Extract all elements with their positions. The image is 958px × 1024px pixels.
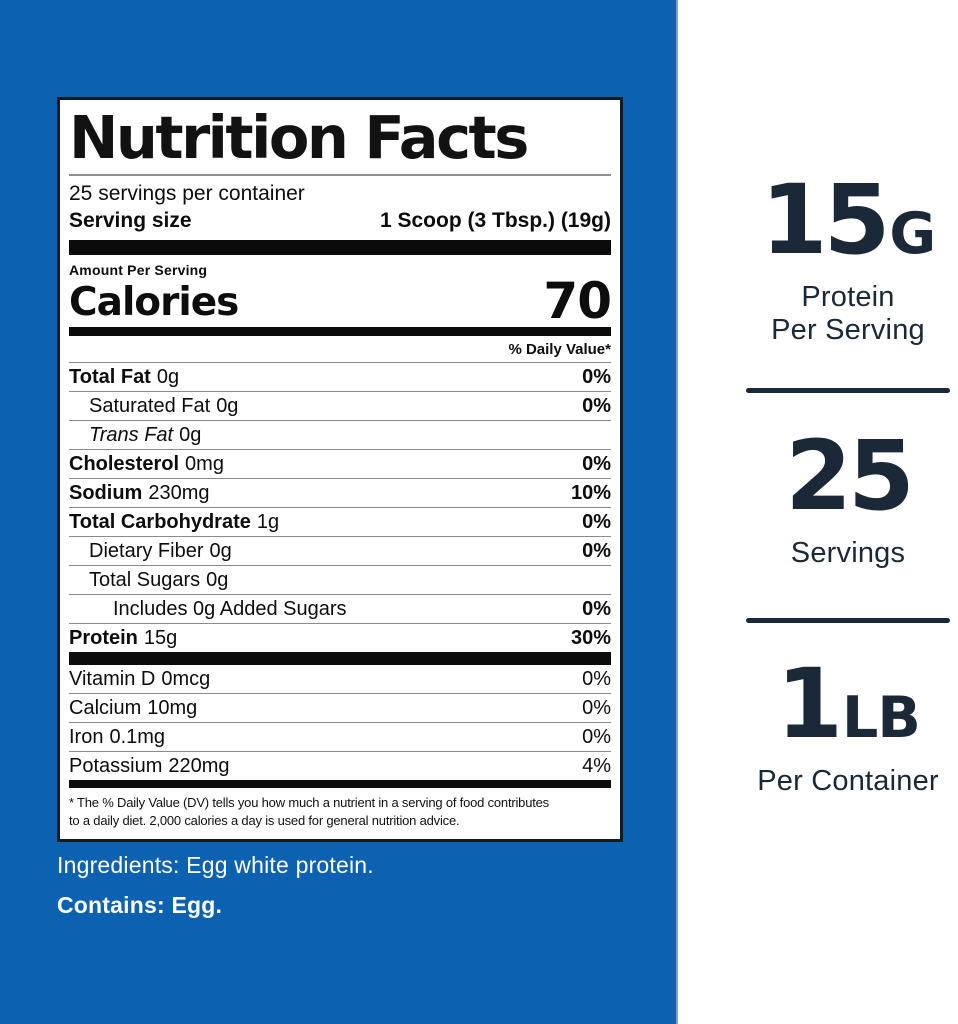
calories-row: Calories 70 — [69, 272, 612, 331]
weight-value: 1 — [776, 648, 843, 760]
servings-badge: 25 Servings — [738, 428, 958, 570]
nutrient-row-total-carbohydrate: Total Carbohydrate 1g 0% — [69, 508, 611, 538]
nutrient-row-protein: Protein 15g 30% — [69, 624, 611, 652]
badge-caption-line: Protein — [801, 281, 895, 313]
nutrient-name: Saturated Fat — [89, 395, 211, 418]
badge-divider — [746, 388, 950, 393]
daily-value-footnote: * The % Daily Value (DV) tells you how m… — [69, 788, 611, 829]
nutrient-row-total-fat: Total Fat 0g 0% — [69, 363, 611, 393]
nutrient-row-total-sugars: Total Sugars 0g — [69, 566, 611, 596]
thick-divider-bar — [69, 652, 611, 666]
nutrient-amount: 0g — [156, 366, 180, 389]
blue-background-region: Nutrition Facts 25 servings per containe… — [0, 0, 678, 1024]
nutrient-dv: 0% — [582, 395, 611, 418]
vitamin-name: Calcium — [69, 697, 142, 720]
vitamin-dv: 4% — [582, 755, 611, 778]
protein-per-serving-badge: 15 G Protein Per Serving — [738, 172, 958, 348]
servings-count-value: 25 — [785, 420, 915, 532]
badge-caption-line: Per Serving — [771, 314, 925, 347]
amount-per-serving-label: Amount Per Serving — [69, 262, 208, 279]
nutrient-row-added-sugars: Includes 0g Added Sugars 0% — [69, 595, 611, 625]
nutrient-amount: 0g — [216, 395, 239, 418]
nutrient-row-trans-fat: Trans Fat 0g — [69, 421, 611, 451]
vitamin-row-potassium: Potassium 220mg 4% — [69, 752, 611, 780]
weight-per-container-badge: 1 LB Per Container — [738, 656, 958, 798]
vitamin-amount: 0mcg — [161, 668, 211, 691]
badge-caption-line: Per Container — [757, 765, 939, 797]
ingredients-text: Ingredients: Egg white protein. — [57, 851, 374, 878]
weight-unit: LB — [842, 685, 921, 751]
nutrient-name: Total Carbohydrate — [69, 511, 251, 534]
badge-caption: Servings — [738, 537, 958, 570]
vitamin-dv: 0% — [582, 668, 611, 691]
nutrient-dv: 0% — [582, 598, 611, 621]
footnote-line: * The % Daily Value (DV) tells you how m… — [69, 795, 549, 811]
vitamin-name: Iron — [69, 726, 104, 749]
nutrient-name: Total Fat — [69, 366, 151, 389]
badge-number-row: 15 G — [738, 172, 958, 268]
nutrient-row-dietary-fiber: Dietary Fiber 0g 0% — [69, 537, 611, 567]
vitamin-dv: 0% — [582, 726, 611, 749]
nutrient-row-sodium: Sodium 230mg 10% — [69, 479, 611, 509]
nutrient-dv: 0% — [582, 540, 611, 563]
nutrient-dv: 0% — [582, 511, 611, 534]
nutrient-name: Total Sugars — [89, 569, 201, 592]
label-title: Nutrition Facts — [69, 106, 611, 177]
badge-caption: Per Container — [738, 765, 958, 798]
footnote-line: to a daily diet. 2,000 calories a day is… — [69, 812, 460, 828]
vitamin-amount: 0.1mg — [109, 726, 166, 749]
nutrient-dv: 10% — [570, 482, 611, 505]
calories-label: Calories — [69, 280, 239, 326]
vitamin-amount: 10mg — [147, 697, 198, 720]
nutrient-name: Sodium — [69, 482, 143, 505]
nutrient-dv: 0% — [582, 453, 611, 476]
calories-value: 70 — [543, 272, 612, 331]
nutrient-name: Trans Fat — [89, 424, 174, 447]
nutrient-dv: 0% — [582, 366, 611, 389]
footnote-divider-bar — [69, 780, 611, 789]
vitamin-name: Potassium — [69, 755, 163, 778]
thick-divider-bar — [69, 240, 611, 256]
protein-grams-value: 15 — [760, 164, 891, 276]
vitamin-dv: 0% — [582, 697, 611, 720]
panel-edge-line — [676, 0, 678, 1024]
nutrient-name: Includes 0g Added Sugars — [113, 598, 347, 621]
badge-number-row: 1 LB — [738, 656, 958, 752]
vitamin-row-vitamin-d: Vitamin D 0mcg 0% — [69, 665, 611, 695]
servings-per-container: 25 servings per container — [69, 182, 305, 206]
protein-grams-unit: G — [889, 201, 936, 267]
nutrient-amount: 15g — [143, 627, 178, 650]
badge-divider — [746, 618, 950, 623]
nutrient-dv: 30% — [570, 627, 611, 650]
nutrient-row-saturated-fat: Saturated Fat 0g 0% — [69, 392, 611, 422]
serving-size-row: Serving size 1 Scoop (3 Tbsp.) (19g) — [69, 209, 611, 233]
nutrient-row-cholesterol: Cholesterol 0mg 0% — [69, 450, 611, 480]
nutrient-amount: 0g — [179, 424, 202, 447]
contains-allergen-text: Contains: Egg. — [57, 891, 223, 918]
nutrient-name: Dietary Fiber — [89, 540, 204, 563]
nutrient-name: Cholesterol — [69, 453, 180, 476]
vitamin-amount: 220mg — [168, 755, 230, 778]
serving-size-label: Serving size — [69, 209, 192, 233]
daily-value-header: % Daily Value* — [69, 336, 611, 364]
nutrition-facts-label: Nutrition Facts 25 servings per containe… — [57, 97, 623, 842]
medium-divider-bar — [69, 327, 611, 337]
nutrient-amount: 0g — [206, 569, 229, 592]
vitamin-row-calcium: Calcium 10mg 0% — [69, 694, 611, 724]
nutrient-amount: 1g — [256, 511, 280, 534]
badge-number-row: 25 — [738, 428, 958, 524]
product-callouts-panel: 15 G Protein Per Serving 25 Servings 1 L… — [678, 0, 958, 1024]
badge-caption-line: Servings — [790, 537, 906, 569]
nutrient-amount: 0g — [209, 540, 232, 563]
vitamin-name: Vitamin D — [69, 668, 156, 691]
badge-caption: Protein Per Serving — [738, 281, 958, 348]
serving-size-value: 1 Scoop (3 Tbsp.) (19g) — [379, 209, 611, 233]
nutrient-amount: 230mg — [148, 482, 210, 505]
nutrient-name: Protein — [69, 627, 138, 650]
vitamin-row-iron: Iron 0.1mg 0% — [69, 723, 611, 753]
nutrient-amount: 0mg — [185, 453, 224, 476]
